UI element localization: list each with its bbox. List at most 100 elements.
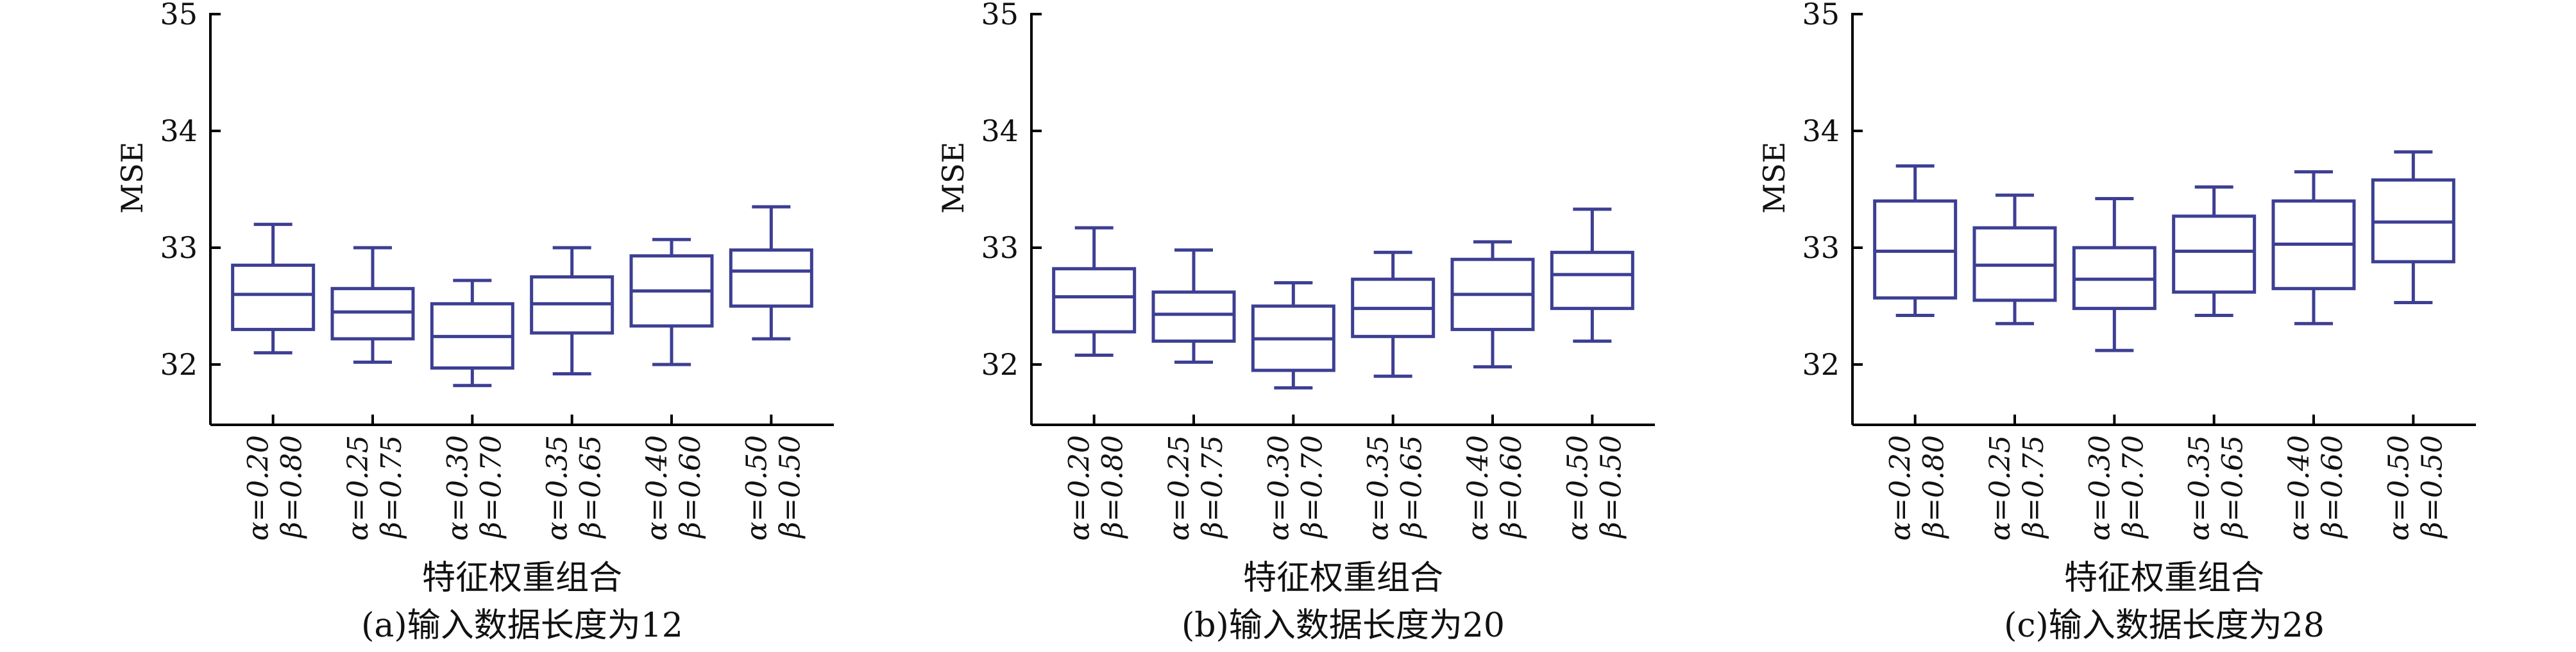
x-tick-label: α=0.25: [342, 435, 375, 541]
y-tick-label: 32: [1802, 347, 1840, 382]
x-axis-label: 特征权重组合: [422, 559, 622, 597]
x-tick-label: α=0.50: [740, 435, 773, 541]
iqr-box: [1873, 199, 1958, 300]
iqr-box: [729, 248, 813, 308]
x-tick-label-group: α=0.25 β=0.75: [1163, 435, 1229, 541]
x-tick-label: α=0.40: [641, 435, 674, 541]
x-tick-label: β=0.70: [475, 435, 507, 539]
iqr-box: [1052, 267, 1137, 334]
x-tick-label-group: α=0.20 β=0.80: [242, 435, 309, 541]
y-tick-label: 32: [981, 347, 1019, 382]
x-tick-label: β=0.65: [575, 435, 607, 539]
x-tick-label: α=0.50: [1561, 435, 1594, 541]
x-tick-label-group: α=0.35 β=0.65: [2183, 435, 2250, 541]
x-tick-label: α=0.30: [2083, 435, 2116, 541]
x-tick-label-group: α=0.40 β=0.60: [641, 435, 707, 541]
x-tick-label-group: α=0.25 β=0.75: [1984, 435, 2050, 541]
box-plot-2: [1972, 193, 2057, 325]
x-tick-label: β=0.60: [2316, 435, 2349, 539]
y-tick-label: 32: [160, 347, 198, 382]
x-tick-label: β=0.80: [1918, 435, 1951, 539]
x-tick-label: β=0.60: [1495, 435, 1528, 539]
box-plot-1: [1052, 226, 1137, 357]
panel-caption: (c)输入数据长度为28: [2004, 606, 2325, 645]
x-tick-label: β=0.75: [1196, 435, 1229, 539]
x-tick-label-group: α=0.50 β=0.50: [1561, 435, 1627, 541]
y-tick-label: 33: [981, 230, 1019, 265]
y-tick-label: 35: [1802, 0, 1840, 31]
panel-caption: (b)输入数据长度为20: [1182, 606, 1505, 645]
chart-panel-1: 32 33 34 35 MSE α=0.20 β=0.80 α=0.25 β=0.75 α=0.3…: [115, 0, 834, 645]
x-tick-label-group: α=0.30 β=0.70: [2083, 435, 2149, 541]
box-plot-6: [729, 205, 813, 341]
box-plot-5: [629, 237, 714, 366]
x-tick-label: α=0.25: [1984, 435, 2017, 541]
x-tick-label: β=0.65: [2217, 435, 2250, 539]
x-tick-label: β=0.50: [2416, 435, 2448, 539]
x-tick-label-group: α=0.50 β=0.50: [2382, 435, 2448, 541]
panel-caption: (a)输入数据长度为12: [361, 606, 683, 645]
box-plot-4: [1351, 250, 1436, 378]
x-tick-label: β=0.50: [1595, 435, 1627, 539]
box-plot-3: [430, 279, 514, 388]
iqr-box: [330, 287, 415, 341]
y-tick-label: 33: [160, 230, 198, 265]
box-plot-1: [1873, 164, 1958, 318]
iqr-box: [1151, 290, 1236, 343]
x-tick-label-group: α=0.20 β=0.80: [1885, 435, 1951, 541]
x-tick-label-group: α=0.30 β=0.70: [1262, 435, 1328, 541]
x-tick-label: α=0.40: [1462, 435, 1495, 541]
x-tick-label-group: α=0.35 β=0.65: [1362, 435, 1428, 541]
iqr-box: [1550, 250, 1634, 311]
iqr-box: [2172, 214, 2257, 294]
y-axis-label: MSE: [115, 142, 149, 214]
x-tick-label: α=0.35: [541, 435, 574, 541]
box-plot-6: [2371, 150, 2455, 305]
box-plot-4: [530, 246, 614, 376]
x-tick-label: β=0.65: [1396, 435, 1428, 539]
x-axis-label: 特征权重组合: [2064, 559, 2264, 597]
x-tick-label: α=0.30: [1262, 435, 1295, 541]
x-tick-label: β=0.80: [1097, 435, 1130, 539]
y-axis-label: MSE: [936, 142, 970, 214]
chart-panel-2: 32 33 34 35 MSE α=0.20 β=0.80 α=0.25 β=0.75 α=0.3…: [936, 0, 1655, 645]
box-plot-5: [1450, 240, 1535, 369]
x-tick-label: α=0.35: [1362, 435, 1395, 541]
x-tick-label: β=0.75: [375, 435, 408, 539]
y-axis-label: MSE: [1757, 142, 1792, 214]
box-plot-3: [1251, 281, 1335, 390]
x-tick-label-group: α=0.30 β=0.70: [441, 435, 507, 541]
x-tick-label-group: α=0.20 β=0.80: [1063, 435, 1130, 541]
x-axis-label: 特征权重组合: [1243, 559, 1443, 597]
x-tick-label-group: α=0.25 β=0.75: [342, 435, 408, 541]
x-tick-label: β=0.75: [2017, 435, 2050, 539]
y-tick-label: 34: [160, 114, 198, 148]
x-tick-label: α=0.30: [441, 435, 474, 541]
x-tick-label: β=0.60: [674, 435, 707, 539]
x-tick-label: α=0.50: [2382, 435, 2415, 541]
x-tick-label: β=0.70: [2117, 435, 2149, 539]
box-plot-6: [1550, 207, 1634, 343]
x-tick-label: β=0.80: [276, 435, 309, 539]
x-tick-label: β=0.70: [1296, 435, 1328, 539]
y-tick-label: 35: [981, 0, 1019, 31]
y-tick-label: 34: [1802, 114, 1840, 148]
box-plot-1: [231, 223, 316, 355]
box-plot-2: [330, 246, 415, 364]
y-tick-label: 34: [981, 114, 1019, 148]
x-tick-label: α=0.40: [2283, 435, 2316, 541]
x-tick-label: α=0.20: [1885, 435, 1917, 541]
x-tick-label-group: α=0.40 β=0.60: [1462, 435, 1528, 541]
iqr-box: [231, 263, 316, 331]
x-tick-label-group: α=0.40 β=0.60: [2283, 435, 2349, 541]
x-tick-label: α=0.20: [242, 435, 275, 541]
x-tick-label-group: α=0.50 β=0.50: [740, 435, 806, 541]
x-tick-label: α=0.20: [1063, 435, 1096, 541]
box-plot-4: [2172, 185, 2257, 318]
box-plot-2: [1151, 248, 1236, 364]
box-plot-5: [2271, 170, 2356, 325]
x-tick-label: α=0.25: [1163, 435, 1196, 541]
y-tick-label: 33: [1802, 230, 1840, 265]
y-tick-label: 35: [160, 0, 198, 31]
box-plot-3: [2072, 197, 2157, 352]
